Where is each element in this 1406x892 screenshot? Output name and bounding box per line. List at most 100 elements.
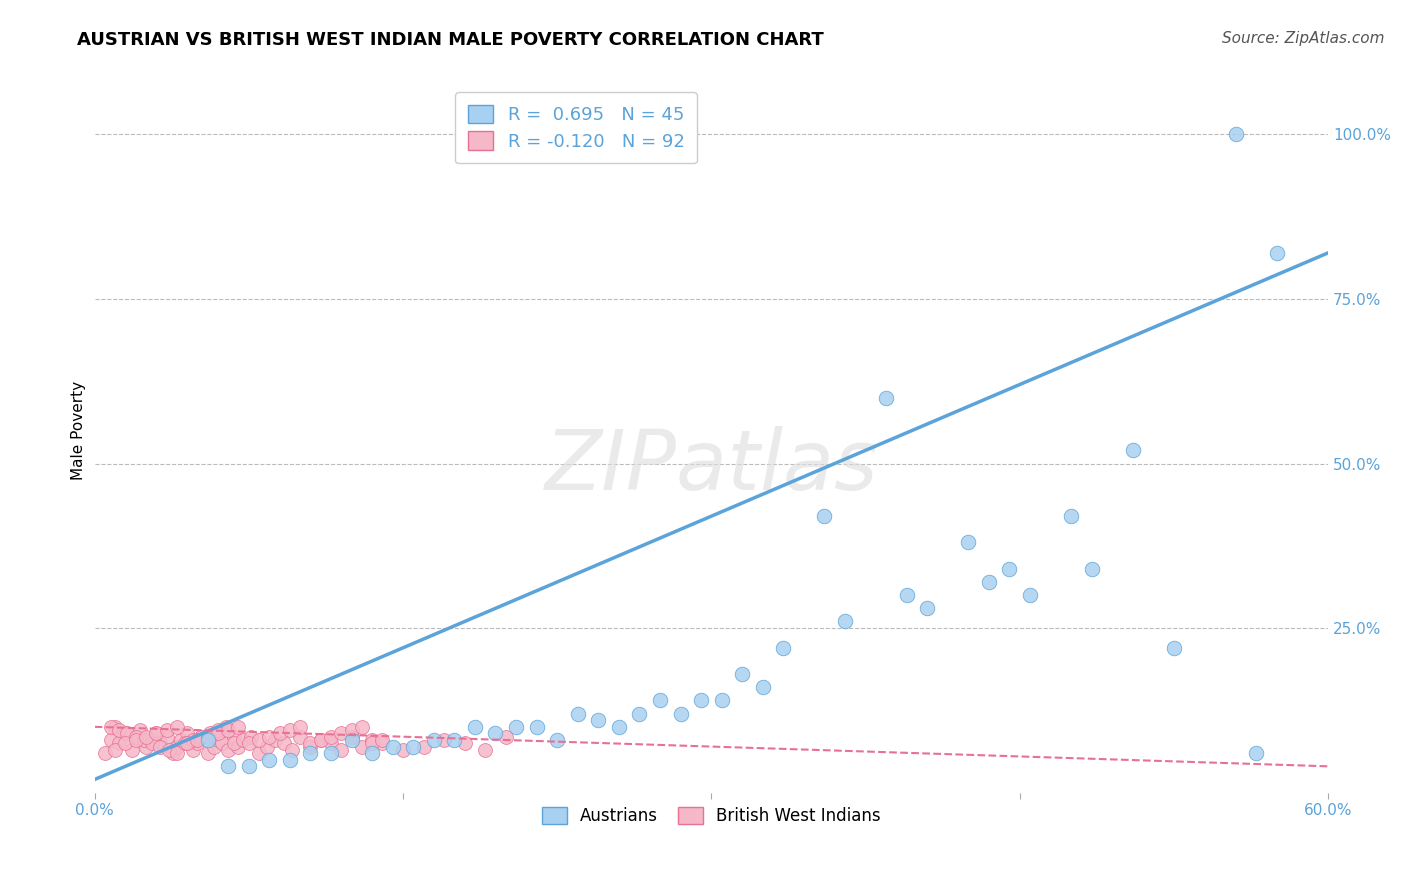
Point — [157, 743, 180, 757]
Point — [217, 759, 239, 773]
Point — [402, 739, 425, 754]
Point — [145, 726, 167, 740]
Point — [340, 730, 363, 744]
Point — [330, 743, 353, 757]
Point — [607, 720, 630, 734]
Point — [1225, 128, 1247, 142]
Point — [228, 739, 250, 754]
Point — [215, 720, 238, 734]
Point — [181, 733, 204, 747]
Point — [128, 723, 150, 738]
Point — [155, 730, 177, 744]
Point — [288, 730, 311, 744]
Point — [1163, 640, 1185, 655]
Point — [813, 509, 835, 524]
Point — [412, 739, 434, 754]
Point — [330, 726, 353, 740]
Point — [256, 739, 278, 754]
Point — [484, 726, 506, 740]
Point — [224, 730, 246, 744]
Point — [340, 723, 363, 738]
Point — [628, 706, 651, 721]
Point — [299, 746, 322, 760]
Point — [141, 736, 163, 750]
Point — [104, 743, 127, 757]
Point — [108, 723, 131, 738]
Text: ZIPatlas: ZIPatlas — [544, 426, 879, 508]
Point — [381, 739, 404, 754]
Point — [247, 746, 270, 760]
Point — [197, 730, 219, 744]
Point — [211, 736, 233, 750]
Point — [309, 733, 332, 747]
Point — [264, 733, 287, 747]
Point — [166, 739, 188, 754]
Point — [166, 746, 188, 760]
Point — [731, 667, 754, 681]
Point — [100, 720, 122, 734]
Point — [319, 730, 342, 744]
Point — [170, 733, 193, 747]
Point — [546, 733, 568, 747]
Point — [162, 746, 184, 760]
Point — [453, 736, 475, 750]
Point — [371, 736, 394, 750]
Point — [114, 736, 136, 750]
Point — [1265, 245, 1288, 260]
Point — [273, 736, 295, 750]
Point — [114, 726, 136, 740]
Point — [202, 739, 225, 754]
Point — [125, 733, 148, 747]
Y-axis label: Male Poverty: Male Poverty — [72, 381, 86, 480]
Point — [232, 733, 254, 747]
Point — [690, 693, 713, 707]
Point — [957, 535, 980, 549]
Point — [433, 733, 456, 747]
Point — [186, 736, 208, 750]
Point — [319, 736, 342, 750]
Point — [197, 733, 219, 747]
Point — [117, 726, 139, 740]
Point — [278, 753, 301, 767]
Point — [751, 681, 773, 695]
Point — [176, 736, 198, 750]
Point — [190, 730, 212, 744]
Point — [423, 733, 446, 747]
Point — [915, 601, 938, 615]
Point — [238, 736, 260, 750]
Point — [132, 733, 155, 747]
Point — [1244, 746, 1267, 760]
Point — [361, 746, 384, 760]
Legend: Austrians, British West Indians: Austrians, British West Indians — [531, 797, 891, 835]
Point — [288, 720, 311, 734]
Point — [464, 720, 486, 734]
Point — [443, 733, 465, 747]
Point — [361, 733, 384, 747]
Point — [176, 726, 198, 740]
Point — [121, 743, 143, 757]
Point — [896, 588, 918, 602]
Point — [228, 720, 250, 734]
Point — [181, 743, 204, 757]
Point — [190, 730, 212, 744]
Point — [149, 736, 172, 750]
Point — [875, 391, 897, 405]
Point — [526, 720, 548, 734]
Point — [94, 746, 117, 760]
Point — [198, 726, 221, 740]
Point — [104, 720, 127, 734]
Point — [207, 726, 229, 740]
Point — [155, 723, 177, 738]
Point — [269, 726, 291, 740]
Point — [772, 640, 794, 655]
Point — [281, 743, 304, 757]
Point — [350, 739, 373, 754]
Point — [299, 739, 322, 754]
Point — [186, 733, 208, 747]
Point — [567, 706, 589, 721]
Point — [108, 736, 131, 750]
Point — [371, 733, 394, 747]
Point — [238, 759, 260, 773]
Point — [1122, 443, 1144, 458]
Point — [505, 720, 527, 734]
